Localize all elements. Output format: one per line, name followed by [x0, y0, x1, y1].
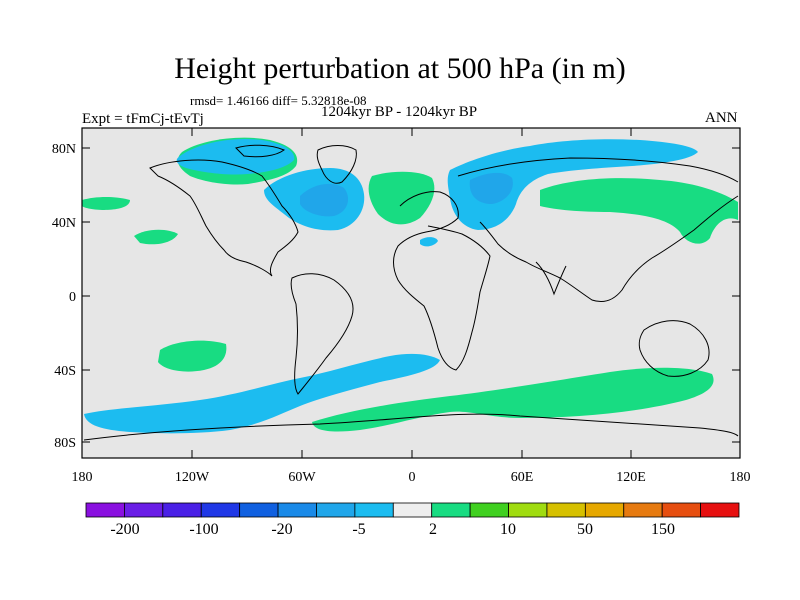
longitude-axis: 180 120W 60W 0 60E 120E 180: [72, 128, 751, 485]
colorbar-label: 150: [651, 521, 675, 538]
coastline: [149, 159, 299, 277]
colorbar-swatch: [354, 502, 394, 518]
coastline: [290, 273, 354, 395]
coastline: [393, 191, 491, 371]
anomaly-region: [368, 171, 435, 225]
stats-line: rmsd= 1.46166 diff= 5.32818e-08: [190, 93, 367, 108]
anomaly-region: [469, 172, 513, 204]
plot-title: Height perturbation at 500 hPa (in m): [174, 52, 626, 85]
coastline: [235, 144, 285, 158]
anomaly-region: [312, 367, 714, 432]
coastline: [638, 320, 710, 377]
map-panel: [81, 127, 741, 459]
colorbar-swatch: [546, 502, 586, 518]
anomaly-region: [84, 353, 440, 434]
lon-tick-label: 180: [72, 470, 93, 485]
colorbar-swatch: [200, 502, 241, 518]
colorbar-swatch: [623, 502, 663, 518]
colorbar-swatch: [508, 502, 548, 518]
anomaly-region: [540, 178, 738, 244]
anomaly-region: [158, 340, 227, 372]
colorbar-label: -100: [189, 521, 218, 538]
season-label: ANN: [705, 110, 738, 126]
lon-tick-label: 60W: [288, 470, 316, 485]
colorbar-swatch: [584, 502, 625, 518]
colorbar-label: 2: [429, 521, 437, 538]
colorbar-label: -200: [110, 521, 139, 538]
map-border: [81, 127, 741, 459]
anomaly-region: [176, 138, 295, 175]
lat-tick-label: 40N: [52, 216, 76, 231]
lon-tick-label: 180: [730, 470, 751, 485]
coastline: [535, 261, 567, 296]
colorbar-swatch: [124, 502, 164, 518]
lat-tick-label: 40S: [54, 364, 76, 379]
colorbar-swatch: [700, 502, 740, 518]
colorbar: -200 -100 -20 -5 2 10 50 150: [85, 502, 740, 538]
lat-tick-label: 80S: [54, 436, 76, 451]
colorbar-swatch: [661, 502, 701, 518]
anomaly-region: [134, 229, 178, 245]
lat-tick-label: 0: [69, 290, 76, 305]
coastlines: [83, 144, 739, 441]
anomaly-region: [447, 139, 698, 230]
colorbar-swatch: [239, 502, 279, 518]
colorbar-label: -5: [352, 521, 365, 538]
experiment-label: Expt = tFmCj-tEvTj: [82, 111, 204, 127]
anomaly-region: [82, 197, 130, 210]
lat-tick-label: 80N: [52, 142, 76, 157]
coastline: [457, 157, 739, 303]
colorbar-swatch: [162, 502, 202, 518]
coastline: [316, 145, 357, 184]
colorbar-swatch: [469, 502, 509, 518]
colorbar-label: 10: [500, 521, 516, 538]
latitude-axis: 80N 40N 0 40S 80S: [52, 142, 740, 451]
lon-tick-label: 0: [409, 470, 416, 485]
period-label: 1204kyr BP - 1204kyr BP: [321, 104, 478, 120]
colorbar-swatch: [277, 502, 317, 518]
colorbar-label: 50: [577, 521, 593, 538]
anomaly-region: [420, 237, 438, 247]
lon-tick-label: 120E: [616, 470, 646, 485]
colorbar-swatch: [392, 502, 433, 518]
colorbar-swatch: [431, 502, 471, 518]
colorbar-swatch: [85, 502, 125, 518]
colorbar-label: -20: [271, 521, 292, 538]
lon-tick-label: 120W: [175, 470, 210, 485]
anomaly-region: [300, 183, 349, 217]
lon-tick-label: 60E: [511, 470, 534, 485]
colorbar-swatch: [316, 502, 356, 518]
coastline: [83, 413, 739, 441]
